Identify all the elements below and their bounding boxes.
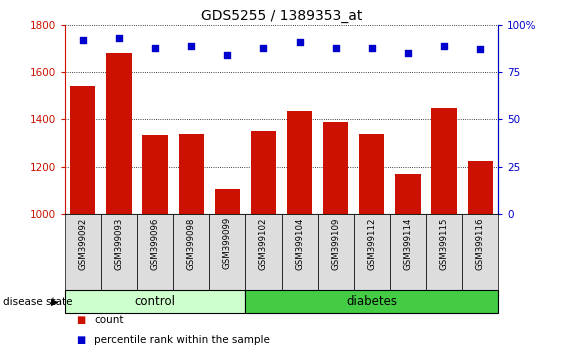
Bar [462, 214, 498, 290]
Bar [318, 214, 354, 290]
Bar [426, 214, 462, 290]
Bar [209, 214, 245, 290]
Text: disease state: disease state [3, 297, 72, 307]
Text: GSM399099: GSM399099 [223, 217, 232, 269]
Bar [65, 290, 245, 313]
Point [440, 43, 449, 48]
Text: GSM399098: GSM399098 [187, 217, 196, 270]
Point [476, 47, 485, 52]
Bar [137, 214, 173, 290]
Text: ■: ■ [76, 315, 85, 325]
Bar [173, 214, 209, 290]
Bar [390, 214, 426, 290]
Text: GSM399114: GSM399114 [404, 217, 413, 270]
Text: ■: ■ [76, 335, 85, 345]
Bar [287, 111, 312, 214]
Bar [142, 135, 168, 214]
Text: GSM399093: GSM399093 [114, 217, 123, 270]
Point [404, 50, 413, 56]
Text: GDS5255 / 1389353_at: GDS5255 / 1389353_at [201, 9, 362, 23]
Text: GSM399116: GSM399116 [476, 217, 485, 270]
Bar [245, 214, 282, 290]
Bar [215, 189, 240, 214]
Text: GSM399096: GSM399096 [150, 217, 159, 270]
Point [295, 39, 304, 45]
Point [187, 43, 196, 48]
Bar [70, 86, 96, 214]
Bar [359, 134, 385, 214]
Point [367, 45, 376, 50]
Text: GSM399104: GSM399104 [295, 217, 304, 270]
Text: GSM399115: GSM399115 [440, 217, 449, 270]
Text: ▶: ▶ [51, 297, 59, 307]
Bar [101, 214, 137, 290]
Bar [323, 122, 348, 214]
Bar [251, 131, 276, 214]
Bar [282, 214, 318, 290]
Bar [354, 214, 390, 290]
Bar [65, 214, 101, 290]
Point [331, 45, 340, 50]
Bar [467, 161, 493, 214]
Text: percentile rank within the sample: percentile rank within the sample [94, 335, 270, 345]
Point [114, 35, 123, 41]
Text: GSM399092: GSM399092 [78, 217, 87, 270]
Point [259, 45, 268, 50]
Point [150, 45, 159, 50]
Bar [431, 108, 457, 214]
Text: control: control [135, 295, 176, 308]
Text: GSM399112: GSM399112 [367, 217, 376, 270]
Bar [178, 134, 204, 214]
Text: GSM399109: GSM399109 [331, 217, 340, 270]
Point [223, 52, 232, 58]
Bar [106, 53, 132, 214]
Text: count: count [94, 315, 123, 325]
Text: diabetes: diabetes [346, 295, 397, 308]
Text: GSM399102: GSM399102 [259, 217, 268, 270]
Point [78, 37, 87, 43]
Bar [395, 174, 421, 214]
Bar [245, 290, 498, 313]
